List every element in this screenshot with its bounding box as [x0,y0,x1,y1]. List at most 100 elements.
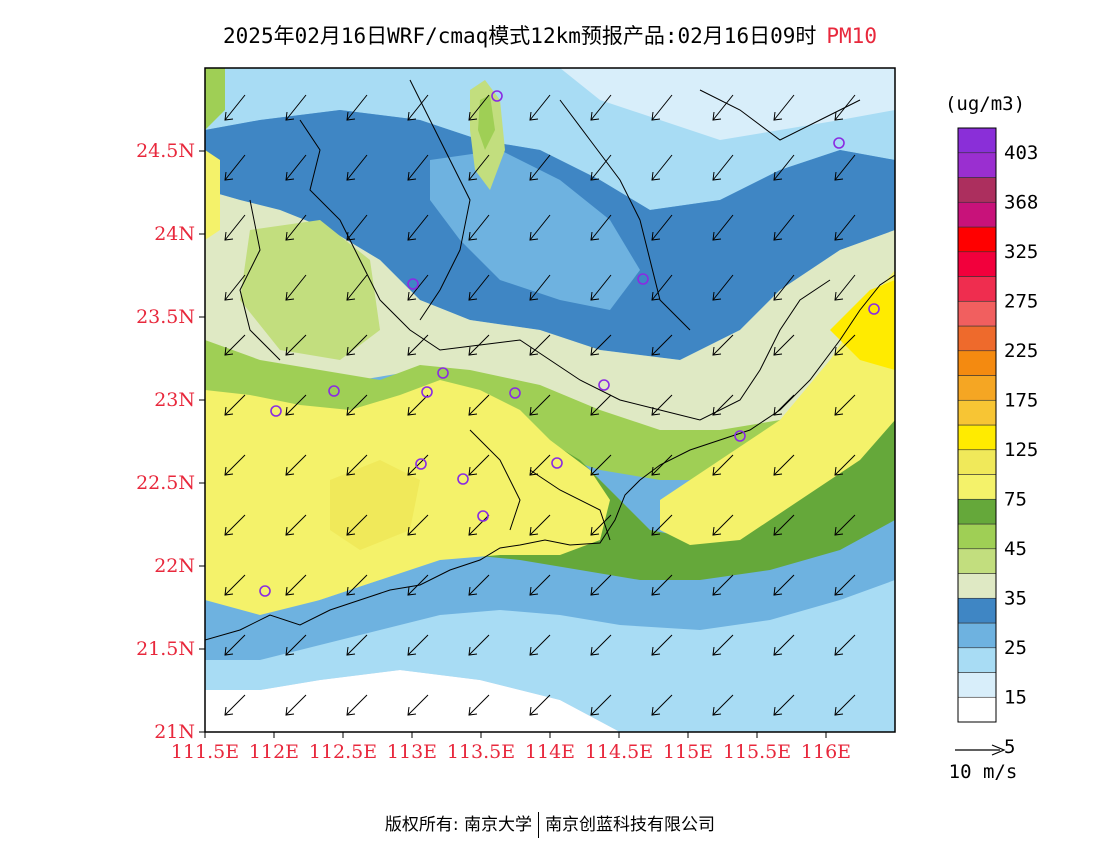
colorbar-cell [957,152,997,178]
station-marker [328,385,340,397]
wind-arrow [407,454,429,476]
wind-arrow [529,394,551,416]
wind-arrow [834,634,856,656]
wind-arrow [285,394,307,416]
wind-arrow [590,334,612,356]
wind-arrowhead [285,291,295,301]
wind-arrow [529,94,551,121]
wind-arrowhead [407,646,417,656]
wind-arrowhead [407,466,417,476]
field-pale-green [205,190,895,440]
colorbar-cell [957,696,997,723]
colorbar-label: 368 [1004,191,1038,213]
wind-arrow [407,514,429,536]
county-border-4 [469,429,521,531]
lon-tick-label: 114E [525,741,575,763]
lon-tick-label: 112.5E [309,741,377,763]
field-yellow-peak [830,280,895,370]
wind-arrowhead [529,526,539,536]
wind-arrowhead [651,466,661,476]
wind-arrowhead [712,291,722,301]
wind-arrowhead [651,586,661,596]
wind-arrowhead [407,111,417,121]
field-sea-white [205,670,620,732]
wind-arrowhead [712,526,722,536]
wind-arrow [285,334,307,356]
wind-arrow [468,214,490,241]
footer-copyright: 版权所有: 南京大学 [384,815,533,835]
wind-arrowhead [468,111,478,121]
wind-arrowhead [285,646,295,656]
wind-arrow [346,514,368,536]
wind-arrow [346,394,368,416]
wind-arrowhead [407,231,417,241]
wind-arrow [468,154,490,181]
wind-arrow [651,94,673,121]
footer-separator [538,812,540,838]
lat-axis: 21N 21.5N 22N 22.5N 23N 23.5N 24N 24.5N [136,140,205,743]
wind-arrowhead [346,111,356,121]
station-marker [415,458,427,470]
wind-arrowhead [651,646,661,656]
wind-reference-arrowhead [991,744,1006,756]
lon-tick-label: 115E [663,741,713,763]
wind-arrowhead [468,406,478,416]
wind-arrow [712,514,734,536]
colorbar-label: 275 [1004,290,1038,312]
wind-arrowhead [468,291,478,301]
station-marker [270,405,282,417]
footer-company: 南京创蓝科技有限公司 [545,815,716,835]
wind-arrowhead [773,171,783,181]
wind-arrowhead [224,706,234,716]
wind-arrow [590,694,612,716]
colorbar-cell [957,672,997,698]
wind-arrow [407,154,429,181]
wind-arrow [224,694,246,716]
wind-arrow [712,694,734,716]
coastline [205,274,895,641]
wind-arrowhead [346,291,356,301]
wind-arrow [468,514,490,536]
wind-arrowhead [834,706,844,716]
field-coastal-blue [205,535,895,660]
wind-arrow [346,574,368,596]
wind-arrowhead [590,586,600,596]
station-marker [457,473,469,485]
wind-arrow [529,574,551,596]
wind-arrowhead [590,291,600,301]
wind-arrowhead [529,466,539,476]
wind-arrowhead [285,346,295,356]
wind-arrow [407,94,429,121]
wind-arrow [468,574,490,596]
wind-arrow [346,634,368,656]
wind-arrow [651,394,673,416]
wind-arrow [651,274,673,301]
title-pollutant: PM10 [826,24,877,48]
wind-arrowhead [224,231,234,241]
wind-arrow [468,274,490,301]
wind-arrowhead [224,346,234,356]
wind-arrow [834,94,856,121]
county-border-1 [409,79,471,321]
lat-tick-label: 24N [154,223,195,245]
wind-arrow [285,694,307,716]
wind-arrow [773,154,795,181]
wind-arrowhead [224,466,234,476]
lon-tick-label: 111.5E [171,741,239,763]
wind-arrowhead [712,586,722,596]
wind-arrowhead [468,171,478,181]
wind-arrow [651,514,673,536]
wind-arrowhead [224,171,234,181]
wind-arrow [590,274,612,301]
wind-arrowhead [407,346,417,356]
wind-arrow [773,394,795,416]
field-north-plume-core [478,95,495,150]
field-yellow-core [330,460,420,550]
wind-arrowhead [407,171,417,181]
colorbar-label: 403 [1004,142,1038,164]
wind-arrowhead [712,646,722,656]
wind-arrowhead [529,171,539,181]
wind-arrowhead [773,291,783,301]
wind-arrowhead [834,646,844,656]
wind-arrowhead [224,526,234,536]
